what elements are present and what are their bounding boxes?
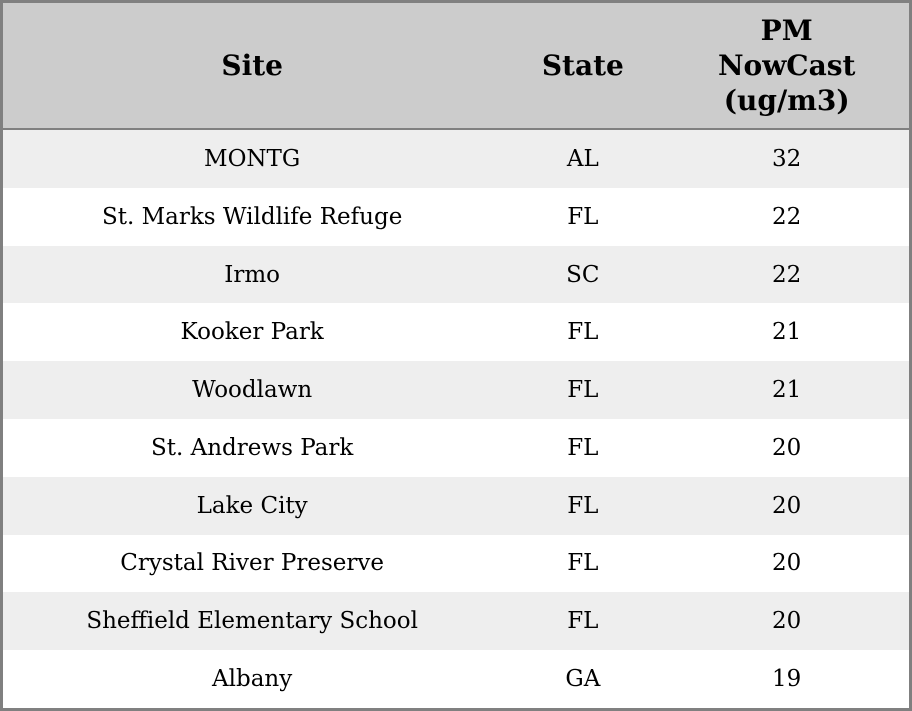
table-row: Lake City FL 20 <box>3 476 909 535</box>
cell-site: Irmo <box>224 261 281 288</box>
cell-pm: 20 <box>772 550 802 577</box>
table-row: Sheffield Elementary School FL 20 <box>3 592 909 651</box>
table-header: Site State PM NowCast (ug/m3) <box>3 3 909 130</box>
cell-site: Lake City <box>196 492 308 519</box>
column-header-site: Site <box>3 3 502 130</box>
cell-state: FL <box>567 550 599 577</box>
cell-state: GA <box>565 666 601 693</box>
cell-site: Albany <box>212 666 293 693</box>
table-row: Albany GA 19 <box>3 650 909 708</box>
table-row: MONTG AL 32 <box>3 129 909 188</box>
column-header-pm-nowcast: PM NowCast (ug/m3) <box>664 3 909 130</box>
table-row: St. Andrews Park FL 20 <box>3 419 909 477</box>
cell-site: Kooker Park <box>180 319 324 346</box>
cell-pm: 20 <box>772 608 802 635</box>
cell-site: St. Andrews Park <box>151 434 354 461</box>
cell-state: FL <box>567 434 599 461</box>
air-quality-table: Site State PM NowCast (ug/m3) MONTG AL 32 S… <box>3 3 909 708</box>
cell-pm: 32 <box>772 145 802 172</box>
table-body: MONTG AL 32 St. Marks Wildlife Refuge FL 22 Ir… <box>3 129 909 708</box>
cell-state: FL <box>567 319 599 346</box>
header-row: Site State PM NowCast (ug/m3) <box>3 3 909 130</box>
cell-pm: 22 <box>772 203 802 230</box>
cell-state: FL <box>567 377 599 404</box>
cell-pm: 22 <box>772 261 802 288</box>
cell-site: Sheffield Elementary School <box>86 608 418 635</box>
cell-pm: 20 <box>772 434 802 461</box>
cell-site: Crystal River Preserve <box>120 550 384 577</box>
table-row: St. Marks Wildlife Refuge FL 22 <box>3 187 909 246</box>
cell-state: AL <box>566 145 599 172</box>
table-row: Woodlawn FL 21 <box>3 361 909 419</box>
table-row: Crystal River Preserve FL 20 <box>3 534 909 593</box>
cell-state: FL <box>567 203 599 230</box>
cell-pm: 19 <box>772 666 802 693</box>
table-row: Kooker Park FL 21 <box>3 303 909 362</box>
cell-site: MONTG <box>204 145 301 172</box>
cell-state: SC <box>566 261 600 288</box>
cell-site: St. Marks Wildlife Refuge <box>101 203 403 230</box>
cell-state: FL <box>567 492 599 519</box>
table-row: Irmo SC 22 <box>3 245 909 304</box>
cell-pm: 21 <box>772 319 802 346</box>
cell-pm: 21 <box>772 377 802 404</box>
cell-state: FL <box>567 608 599 635</box>
cell-pm: 20 <box>772 492 802 519</box>
column-header-state: State <box>501 3 665 130</box>
cell-site: Woodlawn <box>192 377 313 404</box>
